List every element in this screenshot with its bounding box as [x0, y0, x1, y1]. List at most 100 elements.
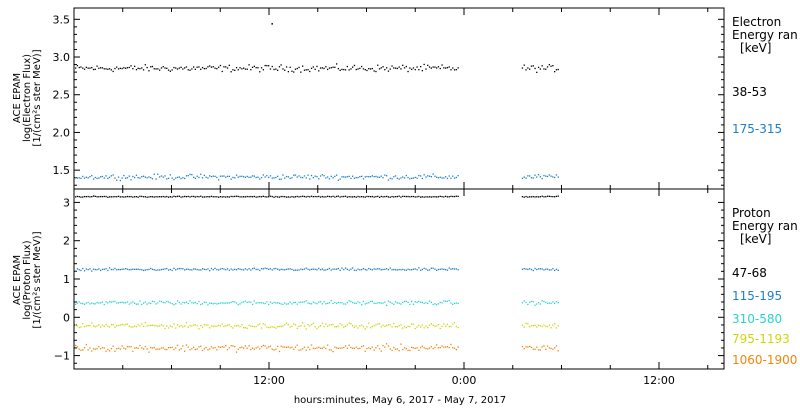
data-point — [411, 269, 413, 271]
data-point — [119, 324, 121, 326]
data-point — [546, 345, 549, 347]
data-point — [325, 323, 327, 325]
data-point — [275, 68, 277, 70]
data-point — [142, 325, 145, 327]
data-point — [439, 67, 441, 70]
data-point — [327, 302, 329, 304]
data-point — [321, 268, 323, 270]
data-point — [230, 301, 232, 303]
data-point — [201, 303, 204, 305]
data-point — [212, 325, 214, 327]
data-point — [264, 345, 266, 347]
data-point — [260, 67, 263, 69]
data-point — [402, 195, 404, 197]
data-point — [353, 269, 356, 271]
data-point — [171, 346, 173, 348]
legend-entry: 795-1193 — [732, 332, 790, 346]
data-point — [207, 349, 209, 351]
data-point — [534, 324, 536, 326]
data-point — [85, 268, 87, 270]
data-point — [92, 268, 95, 270]
data-point — [441, 325, 443, 328]
data-point — [126, 323, 129, 325]
data-point — [421, 301, 423, 304]
data-point — [420, 301, 422, 303]
data-point — [262, 268, 264, 270]
data-point — [205, 269, 207, 271]
data-point — [246, 68, 248, 70]
data-point — [414, 301, 416, 303]
data-point — [355, 269, 357, 272]
data-point — [368, 322, 370, 324]
data-point — [525, 322, 527, 324]
data-point — [457, 67, 459, 69]
data-point — [529, 326, 531, 328]
data-point — [159, 300, 161, 302]
data-point — [380, 67, 382, 69]
data-point — [557, 269, 559, 271]
data-point — [546, 302, 549, 304]
data-point — [209, 348, 211, 350]
data-point — [545, 301, 547, 304]
data-point — [116, 325, 118, 327]
data-point — [85, 302, 87, 304]
data-point — [380, 175, 382, 177]
data-point — [411, 195, 413, 198]
data-point — [180, 325, 182, 327]
data-point — [364, 328, 366, 330]
data-point — [368, 347, 370, 349]
data-point — [221, 323, 223, 325]
data-point — [178, 301, 180, 304]
data-point — [353, 64, 356, 67]
data-point — [323, 67, 325, 70]
data-point — [425, 196, 427, 198]
data-point — [244, 176, 247, 178]
data-point — [337, 68, 339, 70]
data-point — [264, 176, 266, 178]
data-point — [309, 178, 311, 180]
data-point — [264, 64, 266, 67]
data-point — [310, 67, 313, 69]
data-point — [368, 267, 370, 270]
data-point — [416, 301, 418, 303]
electron-legend-title-1: Electron — [732, 15, 781, 29]
data-point — [336, 268, 338, 270]
data-point — [436, 344, 438, 346]
data-point — [155, 325, 157, 327]
data-point — [146, 348, 148, 350]
data-point — [82, 175, 84, 178]
data-point — [446, 269, 449, 271]
data-point — [277, 302, 279, 304]
data-point — [398, 302, 400, 304]
data-point — [184, 269, 186, 271]
data-point — [212, 303, 214, 305]
data-point — [443, 67, 445, 69]
data-point — [243, 301, 245, 303]
data-point — [400, 177, 402, 179]
data-point — [116, 269, 118, 271]
data-point — [160, 347, 163, 349]
data-point — [330, 324, 332, 326]
data-point — [298, 66, 300, 69]
data-point — [448, 267, 450, 269]
data-point — [371, 325, 373, 328]
data-point — [232, 69, 234, 71]
data-point — [119, 196, 121, 198]
data-point — [80, 66, 82, 68]
data-point — [285, 175, 288, 178]
y-tick-label: 3 — [63, 196, 70, 209]
data-point — [100, 302, 102, 304]
data-point — [400, 68, 402, 70]
data-point — [548, 195, 550, 197]
data-point — [253, 65, 255, 67]
data-point — [285, 66, 288, 68]
data-point — [226, 268, 229, 270]
data-point — [205, 347, 207, 349]
data-point — [151, 300, 154, 302]
data-point — [328, 67, 331, 69]
data-point — [411, 346, 413, 348]
data-point — [241, 324, 243, 326]
data-point — [244, 345, 247, 347]
data-point — [134, 325, 136, 327]
data-point — [171, 303, 173, 305]
